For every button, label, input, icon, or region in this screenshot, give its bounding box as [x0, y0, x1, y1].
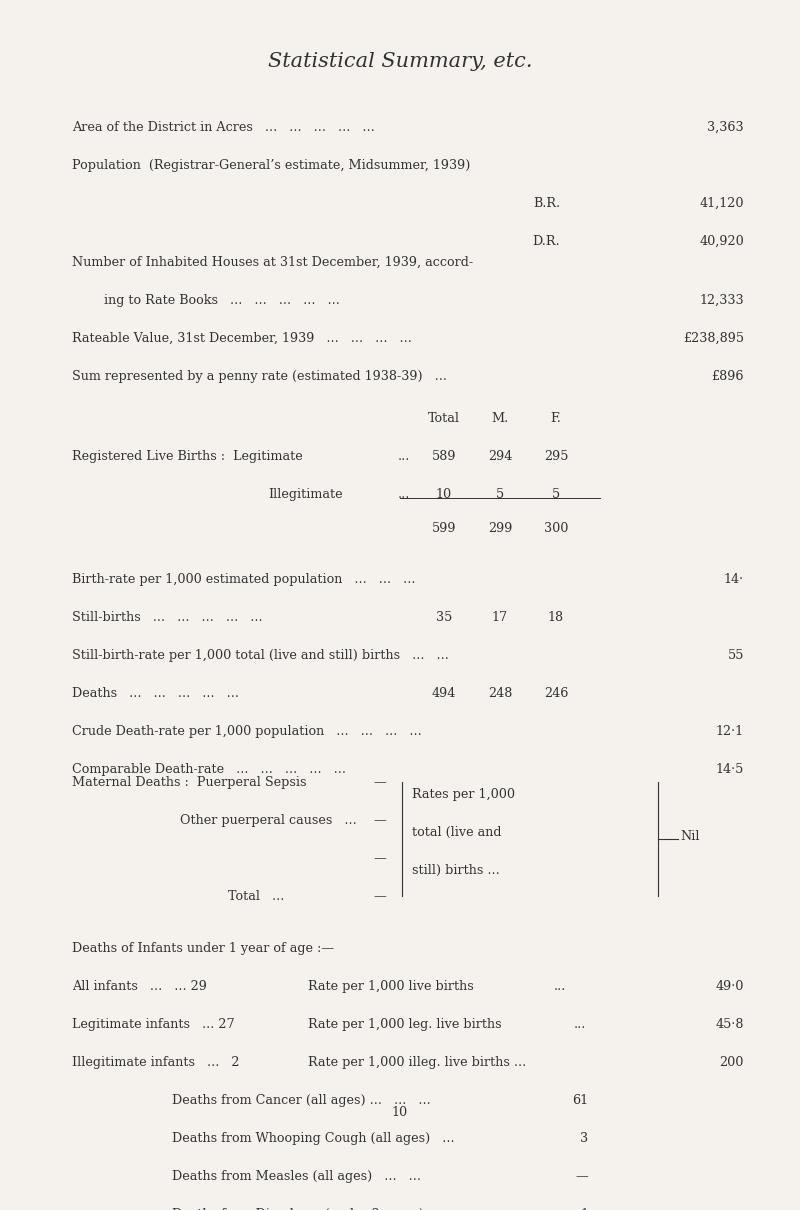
Text: 5: 5 — [552, 488, 560, 501]
Text: 12,333: 12,333 — [699, 294, 744, 307]
Text: Deaths of Infants under 1 year of age :—: Deaths of Infants under 1 year of age :— — [72, 941, 334, 955]
Text: 299: 299 — [488, 522, 512, 535]
Text: £896: £896 — [711, 370, 744, 382]
Text: Comparable Death-rate   ...   ...   ...   ...   ...: Comparable Death-rate ... ... ... ... ..… — [72, 764, 346, 776]
Text: Rate per 1,000 leg. live births: Rate per 1,000 leg. live births — [308, 1018, 502, 1031]
Text: Deaths   ...   ...   ...   ...   ...: Deaths ... ... ... ... ... — [72, 687, 239, 701]
Text: Deaths from Diarrhoea (under 2 years)   ...: Deaths from Diarrhoea (under 2 years) ..… — [172, 1208, 448, 1210]
Text: 55: 55 — [727, 649, 744, 662]
Text: Total: Total — [428, 411, 460, 425]
Text: 3: 3 — [580, 1131, 588, 1145]
Text: Legitimate infants   ... 27: Legitimate infants ... 27 — [72, 1018, 234, 1031]
Text: Still-births   ...   ...   ...   ...   ...: Still-births ... ... ... ... ... — [72, 611, 262, 624]
Text: —: — — [374, 777, 386, 789]
Text: Crude Death-rate per 1,000 population   ...   ...   ...   ...: Crude Death-rate per 1,000 population ..… — [72, 725, 422, 738]
Text: Deaths from Cancer (all ages) ...   ...   ...: Deaths from Cancer (all ages) ... ... ..… — [172, 1094, 430, 1107]
Text: —: — — [374, 891, 386, 904]
Text: —: — — [575, 1170, 588, 1182]
Text: Sum represented by a penny rate (estimated 1938-39)   ...: Sum represented by a penny rate (estimat… — [72, 370, 447, 382]
Text: Maternal Deaths :  Puerperal Sepsis: Maternal Deaths : Puerperal Sepsis — [72, 777, 306, 789]
Text: 45·8: 45·8 — [715, 1018, 744, 1031]
Text: Deaths from Measles (all ages)   ...   ...: Deaths from Measles (all ages) ... ... — [172, 1170, 421, 1182]
Text: 248: 248 — [488, 687, 512, 701]
Text: Deaths from Whooping Cough (all ages)   ...: Deaths from Whooping Cough (all ages) ..… — [172, 1131, 454, 1145]
Text: 300: 300 — [544, 522, 568, 535]
Text: 494: 494 — [432, 687, 456, 701]
Text: ...: ... — [398, 450, 410, 462]
Text: Still-birth-rate per 1,000 total (live and still) births   ...   ...: Still-birth-rate per 1,000 total (live a… — [72, 649, 449, 662]
Text: —: — — [374, 852, 386, 865]
Text: 5: 5 — [496, 488, 504, 501]
Text: Rateable Value, 31st December, 1939   ...   ...   ...   ...: Rateable Value, 31st December, 1939 ... … — [72, 332, 412, 345]
Text: ing to Rate Books   ...   ...   ...   ...   ...: ing to Rate Books ... ... ... ... ... — [72, 294, 340, 307]
Text: 246: 246 — [544, 687, 568, 701]
Text: 1: 1 — [580, 1208, 588, 1210]
Text: 12·1: 12·1 — [716, 725, 744, 738]
Text: Other puerperal causes   ...: Other puerperal causes ... — [180, 814, 357, 828]
Text: 3,363: 3,363 — [707, 121, 744, 134]
Text: 599: 599 — [432, 522, 456, 535]
Text: 14·: 14· — [724, 574, 744, 586]
Text: Illegitimate: Illegitimate — [268, 488, 342, 501]
Text: Total   ...: Total ... — [228, 891, 284, 904]
Text: All infants   ...   ... 29: All infants ... ... 29 — [72, 980, 207, 992]
Text: 589: 589 — [432, 450, 456, 462]
Text: 17: 17 — [492, 611, 508, 624]
Text: Illegitimate infants   ...   2: Illegitimate infants ... 2 — [72, 1056, 239, 1068]
Text: Nil: Nil — [680, 830, 699, 843]
Text: Area of the District in Acres   ...   ...   ...   ...   ...: Area of the District in Acres ... ... ..… — [72, 121, 374, 134]
Text: Population  (Registrar-General’s estimate, Midsummer, 1939): Population (Registrar-General’s estimate… — [72, 159, 470, 172]
Text: £238,895: £238,895 — [683, 332, 744, 345]
Text: ...: ... — [574, 1018, 586, 1031]
Text: 40,920: 40,920 — [699, 235, 744, 248]
Text: 41,120: 41,120 — [699, 197, 744, 209]
Text: Rates per 1,000: Rates per 1,000 — [412, 788, 515, 801]
Text: —: — — [374, 814, 386, 828]
Text: 35: 35 — [436, 611, 452, 624]
Text: 10: 10 — [436, 488, 452, 501]
Text: total (live and: total (live and — [412, 826, 502, 839]
Text: 14·5: 14·5 — [716, 764, 744, 776]
Text: ...: ... — [554, 980, 566, 992]
Text: 200: 200 — [720, 1056, 744, 1068]
Text: Statistical Summary, etc.: Statistical Summary, etc. — [268, 52, 532, 71]
Text: B.R.: B.R. — [533, 197, 560, 209]
Text: M.: M. — [491, 411, 509, 425]
Text: 10: 10 — [392, 1106, 408, 1119]
Text: ...: ... — [398, 488, 410, 501]
Text: Birth-rate per 1,000 estimated population   ...   ...   ...: Birth-rate per 1,000 estimated populatio… — [72, 574, 415, 586]
Text: Rate per 1,000 illeg. live births ...: Rate per 1,000 illeg. live births ... — [308, 1056, 526, 1068]
Text: 49·0: 49·0 — [716, 980, 744, 992]
Text: D.R.: D.R. — [532, 235, 560, 248]
Text: Rate per 1,000 live births: Rate per 1,000 live births — [308, 980, 474, 992]
Text: F.: F. — [550, 411, 562, 425]
Text: Number of Inhabited Houses at 31st December, 1939, accord-: Number of Inhabited Houses at 31st Decem… — [72, 255, 473, 269]
Text: 18: 18 — [548, 611, 564, 624]
Text: 295: 295 — [544, 450, 568, 462]
Text: 294: 294 — [488, 450, 512, 462]
Text: still) births ...: still) births ... — [412, 864, 500, 877]
Text: Registered Live Births :  Legitimate: Registered Live Births : Legitimate — [72, 450, 302, 462]
Text: 61: 61 — [572, 1094, 588, 1107]
